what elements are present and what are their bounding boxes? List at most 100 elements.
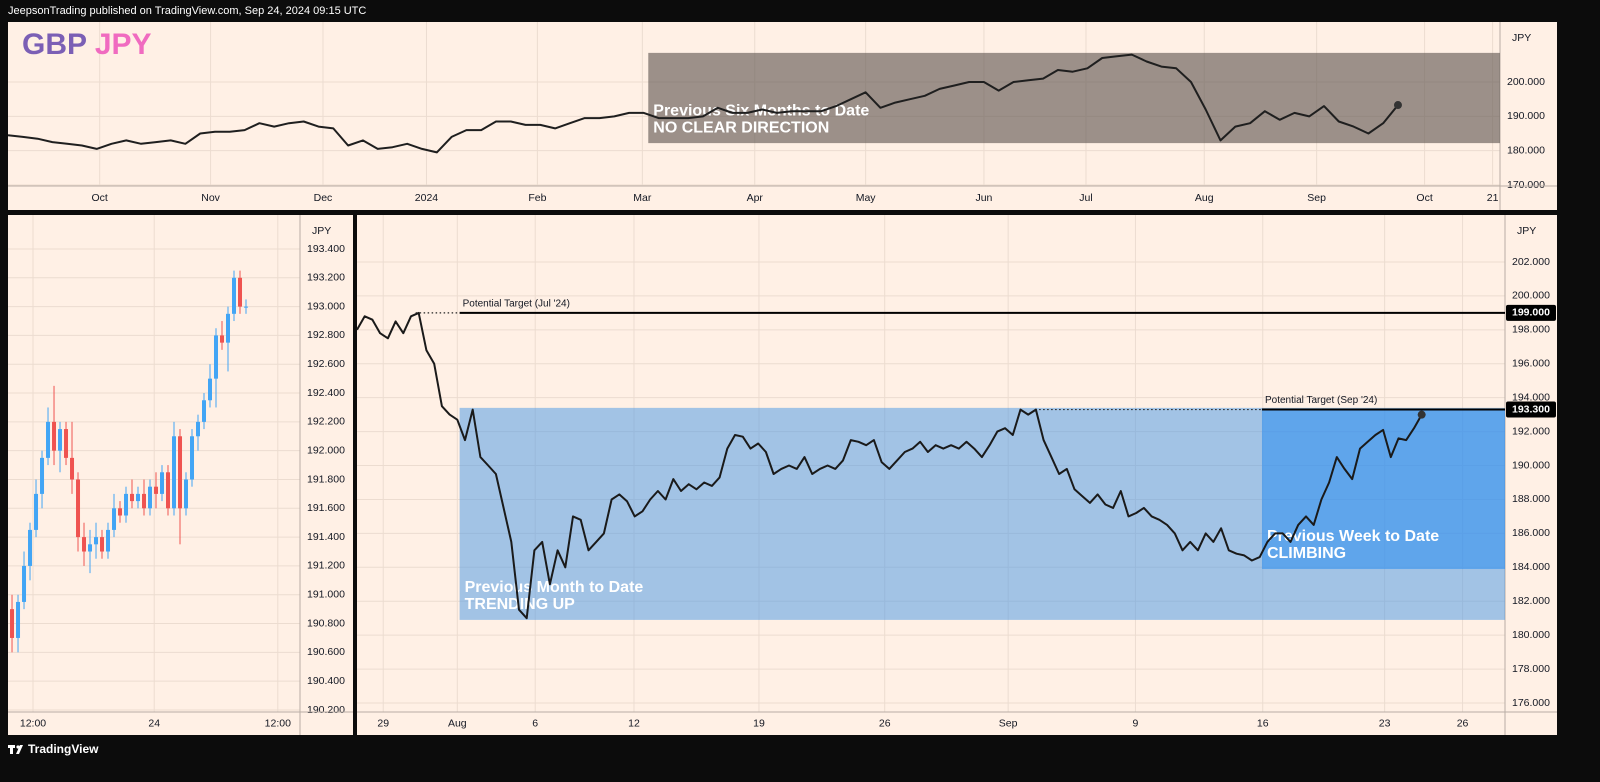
- y-tick-label: 192.600: [307, 358, 345, 370]
- x-tick-label: Mar: [633, 192, 652, 204]
- x-tick-label: 12:00: [20, 717, 46, 729]
- candle-body: [10, 609, 15, 638]
- box-annotation: NO CLEAR DIRECTION: [653, 119, 829, 136]
- axis-unit: JPY: [1517, 225, 1536, 237]
- candle-body: [46, 421, 51, 458]
- y-tick-label: 176.000: [1512, 697, 1550, 709]
- price-line: [7, 53, 1399, 154]
- y-tick-label: 196.000: [1512, 358, 1550, 370]
- candle-body: [52, 421, 57, 451]
- x-tick-label: 29: [377, 717, 389, 729]
- y-tick-label: 190.000: [1512, 459, 1550, 471]
- y-tick-label: 190.000: [1507, 110, 1545, 122]
- candle-body: [28, 529, 33, 566]
- candle-body: [148, 486, 153, 509]
- candle-body: [112, 508, 117, 530]
- y-tick-label: 192.400: [307, 387, 345, 399]
- y-tick-label: 194.000: [1512, 391, 1550, 403]
- x-tick-label: May: [856, 192, 877, 204]
- x-tick-label: 26: [879, 717, 891, 729]
- level-price-box: [1506, 304, 1556, 321]
- y-tick-label: 193.400: [307, 243, 345, 255]
- last-price-dot: [1417, 410, 1426, 419]
- y-tick-label: 193.000: [307, 300, 345, 312]
- x-tick-label: 23: [1379, 717, 1391, 729]
- candle-body: [70, 457, 75, 480]
- axis-unit: JPY: [1512, 32, 1531, 44]
- candle-body: [100, 537, 105, 552]
- x-tick-label: 2024: [415, 192, 439, 204]
- candle-body: [172, 436, 177, 509]
- level-price-label: 193.300: [1512, 403, 1550, 415]
- base-currency: GBP: [22, 28, 86, 61]
- candle-body: [178, 436, 183, 509]
- y-tick-label: 190.200: [307, 704, 345, 716]
- candle-body: [244, 306, 249, 308]
- x-tick-label: 16: [1257, 717, 1269, 729]
- y-tick-label: 191.000: [307, 589, 345, 601]
- candle-body: [154, 486, 159, 494]
- x-tick-label: 12:00: [265, 717, 291, 729]
- footer-brand: TradingView: [28, 742, 99, 756]
- y-tick-label: 178.000: [1512, 663, 1550, 675]
- x-tick-label: Sep: [1307, 192, 1326, 204]
- x-tick-label: 26: [1457, 717, 1469, 729]
- x-tick-label: Apr: [747, 192, 764, 204]
- panels: 170.000 180.000 190.000 200.000 Oct Nov Dec 202…: [7, 22, 1557, 735]
- y-tick-label: 200.000: [1512, 290, 1550, 302]
- x-tick-label: Dec: [314, 192, 333, 204]
- x-tick-label: 6: [532, 717, 538, 729]
- annotation-box: [1261, 409, 1505, 570]
- candle-body: [16, 601, 21, 638]
- candle-body: [196, 421, 201, 437]
- y-tick-label: 170.000: [1507, 179, 1545, 191]
- symbol-title: GBP JPY: [22, 28, 152, 61]
- y-tick-label: 180.000: [1507, 144, 1545, 156]
- x-tick-label: Aug: [448, 717, 467, 729]
- y-tick-label: 186.000: [1512, 527, 1550, 539]
- y-tick-label: 191.400: [307, 531, 345, 543]
- publish-header: JeepsonTrading published on TradingView.…: [8, 5, 366, 17]
- x-tick-label: 9: [1133, 717, 1139, 729]
- tv-logo: [8, 745, 23, 754]
- x-tick-label: 12: [628, 717, 640, 729]
- candle-body: [220, 335, 225, 343]
- candle-body: [202, 400, 207, 422]
- candle-body: [40, 457, 45, 494]
- y-tick-label: 188.000: [1512, 493, 1550, 505]
- y-tick-label: 191.600: [307, 502, 345, 514]
- candle-body: [34, 493, 39, 530]
- x-tick-label: Jun: [975, 192, 992, 204]
- candle-body: [22, 565, 27, 602]
- candle-body: [214, 335, 219, 379]
- box-annotation: TRENDING UP: [465, 596, 576, 613]
- level-caption: Potential Target (Sep '24): [1265, 395, 1377, 406]
- y-tick-label: 180.000: [1512, 629, 1550, 641]
- y-tick-label: 192.200: [307, 416, 345, 428]
- x-tick-label: Aug: [1195, 192, 1214, 204]
- last-price-dot: [1393, 101, 1402, 110]
- candle-body: [124, 493, 129, 516]
- x-tick-label: Jul: [1079, 192, 1092, 204]
- x-tick-label: 19: [753, 717, 765, 729]
- x-tick-label: Sep: [999, 717, 1018, 729]
- y-tick-label: 193.200: [307, 272, 345, 284]
- y-tick-label: 200.000: [1507, 76, 1545, 88]
- x-tick-label: Oct: [92, 192, 108, 204]
- box-annotation: Previous Six Months to Date: [653, 102, 869, 119]
- y-tick-label: 190.400: [307, 675, 345, 687]
- candle-body: [64, 429, 69, 458]
- level-caption: Potential Target (Jul '24): [463, 299, 570, 310]
- y-tick-label: 192.000: [307, 444, 345, 456]
- level-price-label: 199.000: [1512, 307, 1550, 319]
- level-price-box: [1506, 401, 1556, 418]
- candle-body: [76, 479, 81, 538]
- candle-body: [184, 479, 189, 509]
- candle-body: [106, 529, 111, 552]
- candle-body: [136, 493, 141, 502]
- y-tick-label: 190.600: [307, 646, 345, 658]
- y-tick-label: 184.000: [1512, 561, 1550, 573]
- x-tick-label: Nov: [201, 192, 220, 204]
